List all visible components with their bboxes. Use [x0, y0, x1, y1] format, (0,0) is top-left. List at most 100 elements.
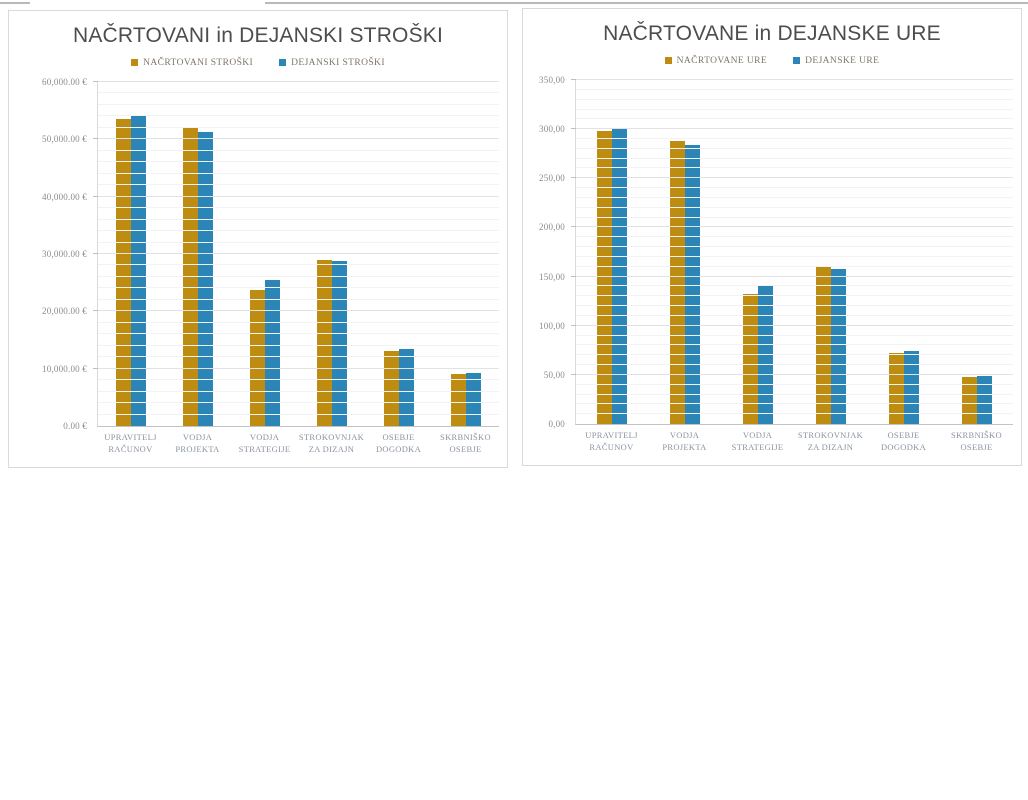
cost-chart-legend: NAČRTOVANI STROŠKI DEJANSKI STROŠKI — [9, 55, 507, 70]
y-axis-tickmark — [571, 79, 576, 80]
minor-gridline — [576, 88, 1013, 90]
category-label: SKRBNIŠKO OSEBJE — [440, 432, 491, 455]
bar[interactable] — [961, 376, 977, 424]
major-gridline — [576, 373, 1013, 375]
minor-gridline — [98, 115, 499, 117]
y-axis-tick-label: 300,00 — [539, 124, 565, 135]
legend-label: DEJANSKE URE — [805, 55, 880, 66]
minor-gridline — [576, 108, 1013, 110]
minor-gridline — [98, 298, 499, 300]
bar[interactable] — [331, 260, 347, 426]
bar[interactable] — [250, 289, 266, 426]
legend-label: NAČRTOVANE URE — [676, 55, 768, 66]
y-axis-tick-label: 200,00 — [539, 222, 565, 233]
y-axis-tickmark — [571, 373, 576, 375]
bar[interactable] — [116, 118, 132, 426]
category-label: UPRAVITELJ RAČUNOV — [104, 432, 157, 455]
category-label: SKRBNIŠKO OSEBJE — [951, 430, 1002, 453]
bar[interactable] — [183, 127, 199, 426]
minor-gridline — [98, 321, 499, 323]
hours-chart-panel[interactable]: NAČRTOVANE in DEJANSKE URE NAČRTOVANE UR… — [522, 8, 1022, 466]
bar[interactable] — [316, 259, 332, 426]
cost-chart-plot-area[interactable] — [93, 81, 499, 427]
legend-item-actual-costs[interactable]: DEJANSKI STROŠKI — [279, 58, 385, 68]
major-gridline — [98, 195, 499, 197]
cost-chart-body: 60,000.00 € 50,000.00 € 40,000.00 € 30,000.… — [9, 77, 507, 431]
legend-item-planned-costs[interactable]: NAČRTOVANI STROŠKI — [131, 58, 253, 68]
bar-group — [98, 82, 165, 426]
minor-gridline — [98, 149, 499, 151]
hours-chart-legend: NAČRTOVANE URE DEJANSKE URE — [523, 53, 1021, 68]
major-gridline — [98, 367, 499, 369]
bar-group — [722, 80, 795, 424]
legend-item-actual-hours[interactable]: DEJANSKE URE — [793, 56, 879, 66]
bar[interactable] — [465, 373, 481, 426]
legend-item-planned-hours[interactable]: NAČRTOVANE URE — [664, 55, 768, 66]
bar[interactable] — [670, 140, 686, 424]
category-label: OSEBJE DOGODKA — [880, 430, 927, 453]
y-axis-tick-label: 30,000.00 € — [42, 249, 87, 259]
minor-gridline — [98, 287, 499, 289]
minor-gridline — [98, 207, 499, 209]
bar[interactable] — [815, 266, 831, 424]
category-label: UPRAVITELJ RAČUNOV — [585, 430, 638, 453]
bar-group — [165, 82, 232, 426]
major-gridline — [576, 275, 1013, 277]
minor-gridline — [98, 230, 499, 232]
hours-chart-plot-area[interactable] — [571, 79, 1013, 425]
bar[interactable] — [612, 129, 628, 424]
bar[interactable] — [198, 132, 214, 426]
minor-gridline — [576, 236, 1013, 238]
minor-gridline — [98, 402, 499, 404]
bar-group — [794, 80, 867, 424]
bar[interactable] — [976, 375, 992, 424]
bar[interactable] — [743, 294, 759, 424]
y-axis-tick-label: 40,000.00 € — [42, 191, 87, 202]
minor-gridline — [98, 275, 499, 277]
cost-chart-title: NAČRTOVANI in DEJANSKI STROŠKI — [72, 24, 444, 47]
bar[interactable] — [383, 350, 399, 426]
bar[interactable] — [265, 279, 281, 426]
minor-gridline — [576, 364, 1013, 366]
category-label: STROKOVNJAK ZA DIZAJN — [797, 430, 864, 453]
minor-gridline — [98, 241, 499, 243]
y-axis-tick-label: 60,000.00 € — [42, 77, 87, 87]
y-axis-tick-label: 150,00 — [539, 271, 565, 282]
bar[interactable] — [830, 268, 846, 424]
cell-border-line — [0, 2, 30, 4]
minor-gridline — [576, 383, 1013, 385]
cost-chart-x-axis: UPRAVITELJ RAČUNOV VODJA PROJEKTA VODJA ST… — [9, 431, 507, 456]
minor-gridline — [576, 246, 1013, 248]
minor-gridline — [98, 184, 499, 186]
y-axis-tick-label: 100,00 — [539, 320, 565, 331]
planned-series-swatch-icon — [664, 57, 672, 64]
legend-label: NAČRTOVANI STROŠKI — [143, 57, 254, 68]
major-gridline — [98, 138, 499, 140]
minor-gridline — [98, 264, 499, 266]
y-axis-tick-label: 350,00 — [539, 75, 565, 85]
bar[interactable] — [131, 115, 147, 426]
bar[interactable] — [597, 131, 613, 424]
y-axis-tickmark — [93, 81, 98, 82]
minor-gridline — [98, 333, 499, 335]
category-label: OSEBJE DOGODKA — [375, 432, 422, 455]
planned-series-swatch-icon — [131, 59, 139, 66]
minor-gridline — [576, 295, 1013, 297]
bar-group — [576, 80, 649, 424]
minor-gridline — [98, 126, 499, 128]
minor-gridline — [98, 92, 499, 94]
minor-gridline — [576, 413, 1013, 415]
bar[interactable] — [450, 374, 466, 426]
minor-gridline — [98, 356, 499, 358]
major-gridline — [98, 81, 499, 82]
y-axis-tickmark — [93, 253, 98, 254]
minor-gridline — [576, 393, 1013, 395]
bar-group — [432, 82, 499, 426]
cost-chart-panel[interactable]: NAČRTOVANI in DEJANSKI STROŠKI NAČRTOVAN… — [8, 10, 508, 468]
bar[interactable] — [888, 353, 904, 424]
bar-group — [365, 82, 432, 426]
bar[interactable] — [903, 351, 919, 424]
minor-gridline — [576, 314, 1013, 316]
hours-chart-bars — [576, 80, 1013, 424]
